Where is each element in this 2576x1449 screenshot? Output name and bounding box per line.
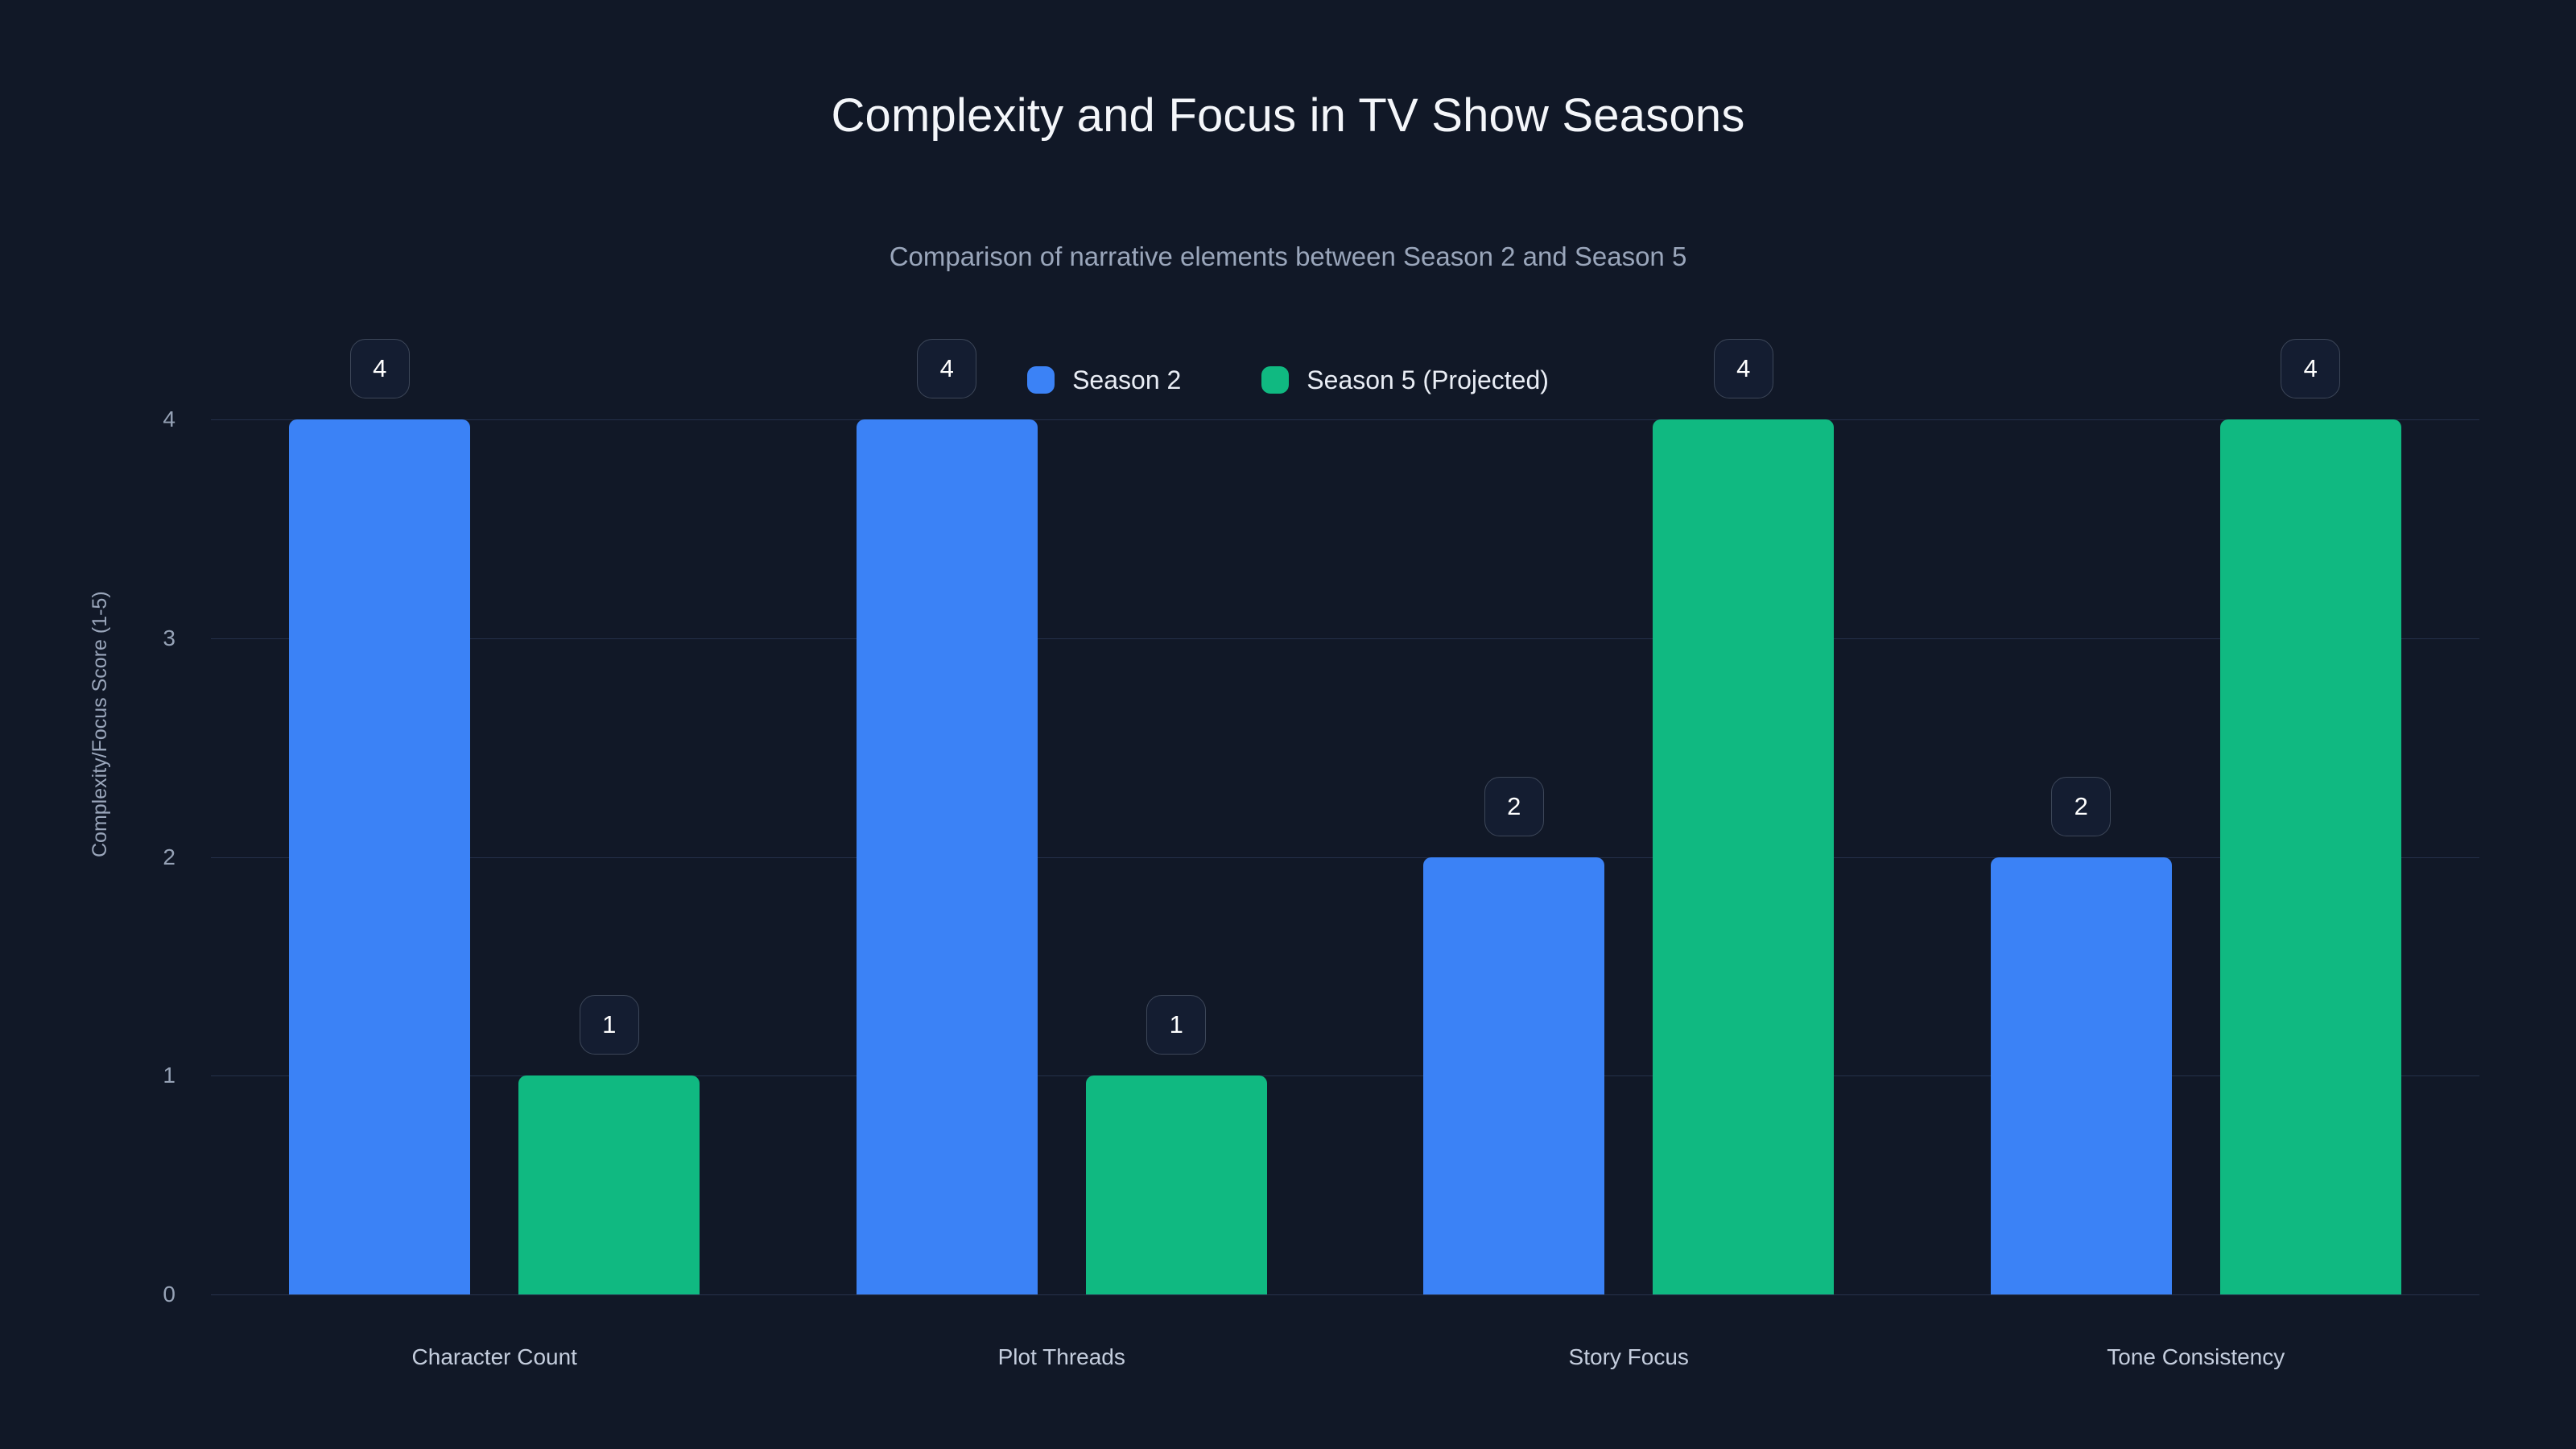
y-axis-title: Complexity/Focus Score (1-5) [89,591,111,857]
bar[interactable] [1990,857,2172,1294]
legend-swatch-icon [1261,366,1290,394]
y-tick-label: 2 [163,844,175,869]
bar-value-badge: 2 [2051,776,2112,836]
y-tick-label: 0 [163,1282,175,1307]
gridline-y-1 [211,1075,2479,1077]
bar-value-badge: 4 [1713,339,1773,398]
bar[interactable] [518,1075,700,1294]
gridline-y-4 [211,419,2479,420]
x-tick-label: Character Count [411,1344,577,1369]
chart-subtitle: Comparison of narrative elements between… [889,242,1687,271]
x-tick-label: Tone Consistency [2107,1344,2285,1369]
legend-item-1[interactable]: Season 2 [1027,366,1181,394]
bar-value-badge: 1 [1146,995,1207,1055]
bar[interactable] [1085,1075,1267,1294]
y-tick-label: 4 [163,407,175,431]
y-tick-label: 1 [163,1063,175,1088]
bar-value-badge: 4 [349,339,410,398]
bar[interactable] [856,419,1038,1294]
bar-value-badge: 4 [917,339,977,398]
bar[interactable] [1653,419,1835,1294]
legend-item-label: Season 5 (Projected) [1307,365,1549,394]
bar-value-badge: 4 [2281,339,2341,398]
gridline-y-2 [211,857,2479,858]
bar-value-badge: 2 [1484,776,1544,836]
plot-area [211,419,2479,1295]
bar[interactable] [1423,857,1605,1294]
legend-swatch-icon [1027,366,1055,394]
bar[interactable] [289,419,471,1294]
bar[interactable] [2219,419,2401,1294]
page-title: Complexity and Focus in TV Show Seasons [831,89,1745,142]
legend-item-label: Season 2 [1072,365,1182,394]
gridline-y-3 [211,638,2479,639]
bar-value-badge: 1 [579,995,639,1055]
x-tick-label: Story Focus [1568,1344,1689,1369]
gridline-y-0 [211,1294,2479,1295]
legend-item-2[interactable]: Season 5 (Projected) [1261,366,1549,394]
x-tick-label: Plot Threads [997,1344,1125,1369]
y-tick-label: 3 [163,625,175,650]
